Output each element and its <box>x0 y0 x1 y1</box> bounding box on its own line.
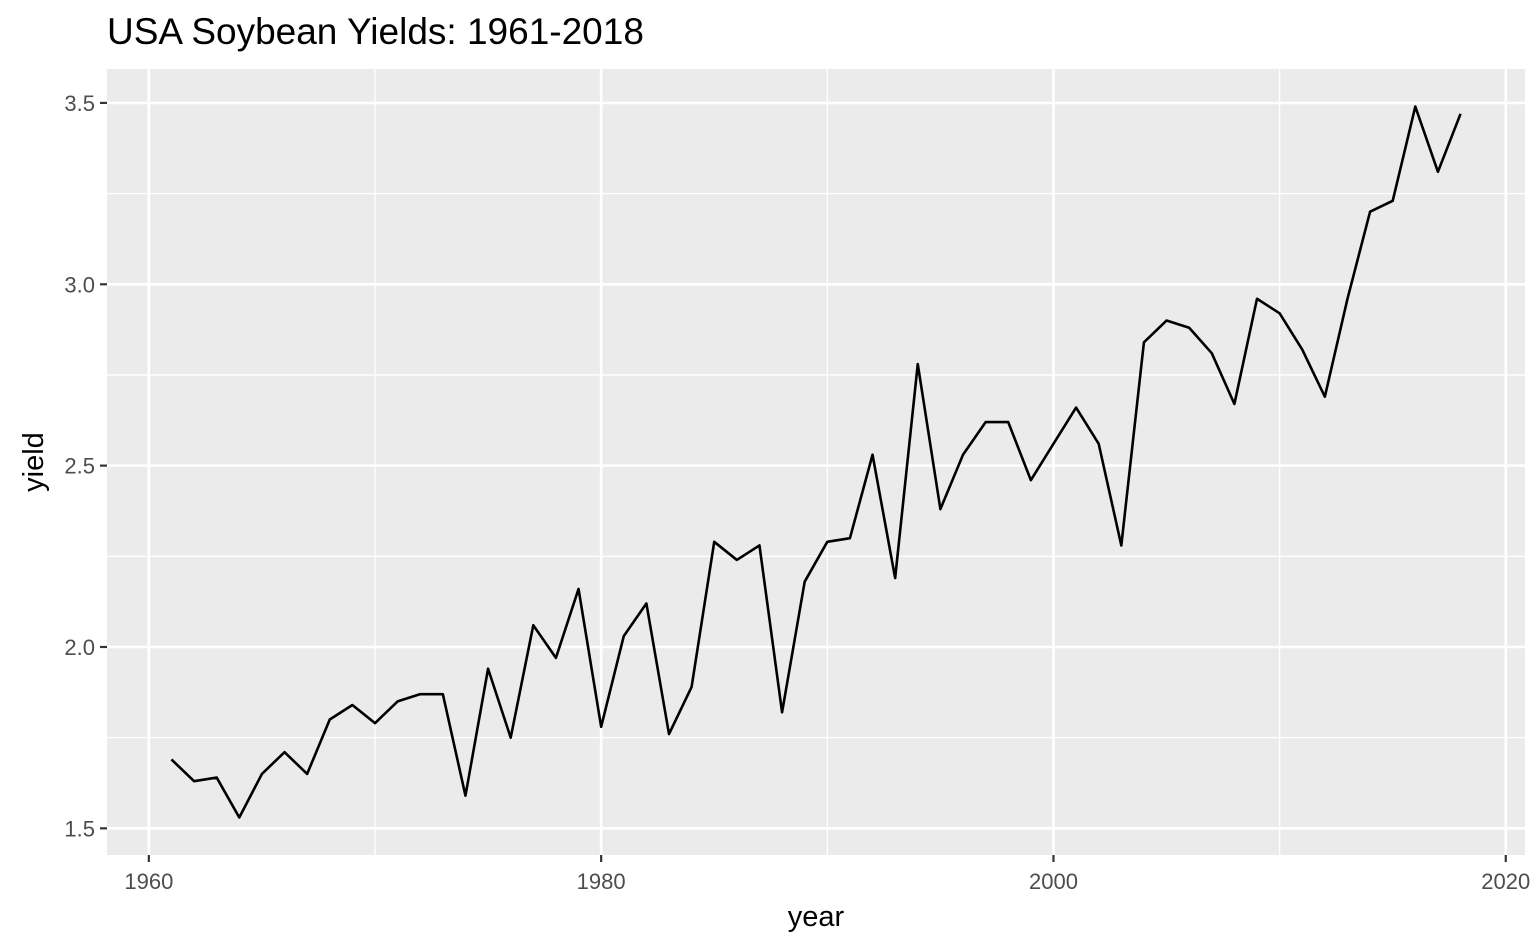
series-layer <box>170 105 1462 819</box>
y-axis-title: yield <box>18 432 50 492</box>
y-tick-label: 2.5 <box>64 454 95 479</box>
x-tick-label: 1960 <box>124 869 173 894</box>
x-axis-title: year <box>788 901 845 933</box>
chart-title: USA Soybean Yields: 1961-2018 <box>107 11 644 52</box>
x-tick-label: 1980 <box>577 869 626 894</box>
series-line <box>170 105 1462 819</box>
y-tick-label: 2.0 <box>64 635 95 660</box>
x-tick-label: 2000 <box>1029 869 1078 894</box>
minor-gridlines <box>107 69 1525 855</box>
axes-layer: 1960 1980 2000 2020 1.5 2.0 2.5 3.0 3.5 <box>64 91 1530 894</box>
y-tick-label: 3.5 <box>64 91 95 116</box>
major-gridlines <box>107 69 1525 855</box>
y-tick-label: 3.0 <box>64 272 95 297</box>
plot-panel <box>107 69 1525 855</box>
y-tick-label: 1.5 <box>64 816 95 841</box>
x-tick-label: 2020 <box>1481 869 1530 894</box>
